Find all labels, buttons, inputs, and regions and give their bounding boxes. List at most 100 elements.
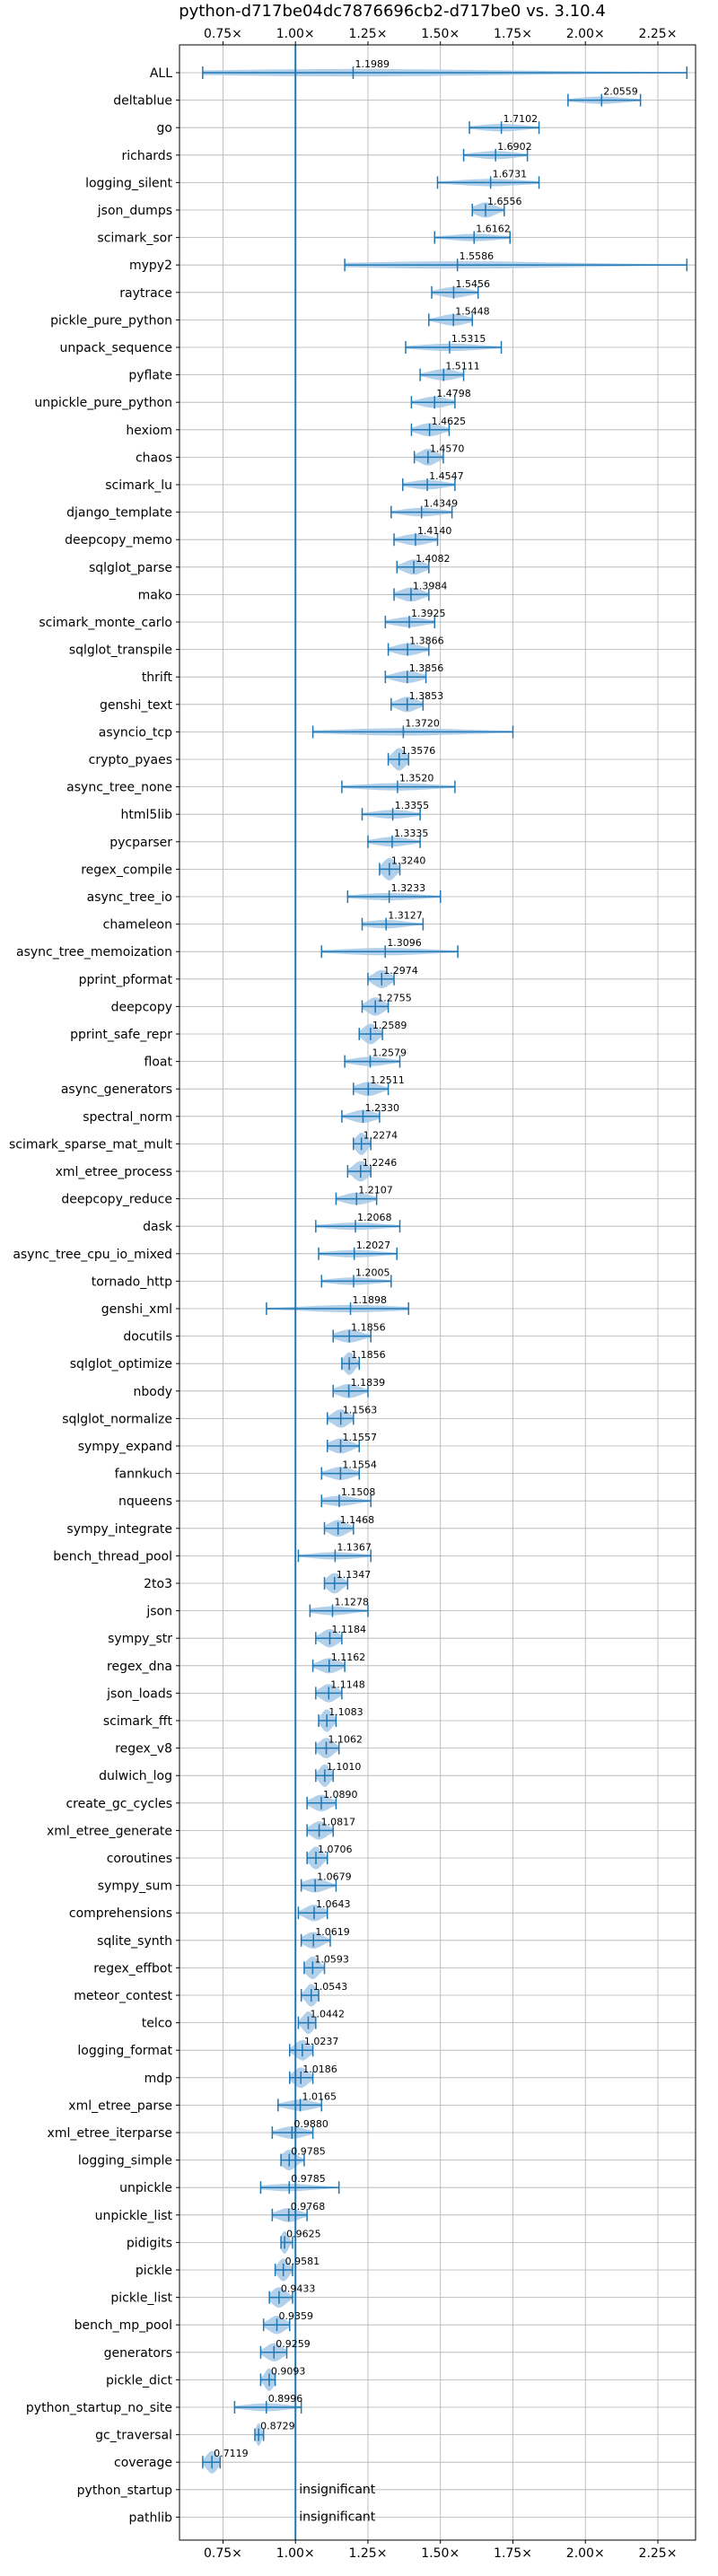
benchmark-label: html5lib xyxy=(121,808,173,822)
benchmark-label: pickle xyxy=(136,2264,172,2278)
benchmark-label: pickle_list xyxy=(110,2291,172,2306)
value-label: 1.3096 xyxy=(387,937,422,949)
value-label: 1.0543 xyxy=(313,1981,348,1993)
benchmark-label: pidigits xyxy=(127,2236,172,2250)
benchmark-label: scimark_sparse_mat_mult xyxy=(9,1137,172,1152)
benchmark-label: telco xyxy=(142,2017,172,2031)
value-label: 1.0237 xyxy=(304,2036,339,2047)
benchmark-label: python_startup_no_site xyxy=(26,2401,172,2415)
value-label: 1.6902 xyxy=(497,141,532,153)
value-label: 1.1856 xyxy=(351,1349,386,1361)
benchmark-label: logging_simple xyxy=(78,2154,172,2169)
plot-frame xyxy=(179,44,696,2541)
benchmark-label: logging_format xyxy=(77,2044,172,2058)
benchmark-label: thrift xyxy=(142,670,173,685)
value-label: 1.3240 xyxy=(391,854,426,866)
benchmark-label: float xyxy=(144,1056,173,1070)
value-label: 1.2107 xyxy=(358,1185,393,1196)
benchmark-label: sqlite_synth xyxy=(97,1934,172,1949)
benchmark-label: gc_traversal xyxy=(95,2429,172,2443)
x-tick-label-bottom: 1.75× xyxy=(494,2546,532,2561)
value-label: 1.4547 xyxy=(429,470,464,482)
value-label: 1.1162 xyxy=(331,1652,366,1663)
value-label: 0.9433 xyxy=(281,2283,316,2295)
value-label: 0.9785 xyxy=(291,2173,326,2185)
x-tick-label-bottom: 0.75× xyxy=(204,2546,242,2561)
chart-title: python-d717be04dc7876696cb2-d717be0 vs. … xyxy=(179,2,606,21)
value-label: 1.2974 xyxy=(383,965,418,977)
value-label: 0.7119 xyxy=(214,2448,248,2459)
value-label: 1.4140 xyxy=(417,525,452,537)
value-label: 1.2579 xyxy=(372,1047,407,1059)
value-label: 0.9581 xyxy=(285,2256,320,2267)
insignificant-label: insignificant xyxy=(299,2483,376,2497)
value-label: 1.6556 xyxy=(487,196,522,207)
x-tick-label-top: 2.00× xyxy=(566,27,605,41)
value-label: 1.0186 xyxy=(302,2063,337,2075)
benchmark-label: scimark_sor xyxy=(97,232,172,246)
benchmark-label: create_gc_cycles xyxy=(66,1797,172,1811)
benchmark-label: nbody xyxy=(134,1385,173,1399)
value-label: 2.0559 xyxy=(603,86,638,98)
value-label: 1.7102 xyxy=(503,113,538,125)
benchmark-label: go xyxy=(157,121,172,136)
value-label: 1.0619 xyxy=(315,1926,350,1938)
value-label: 1.4625 xyxy=(432,416,467,427)
benchmark-label: deltablue xyxy=(113,94,172,109)
value-label: 1.4570 xyxy=(430,442,464,454)
value-label: 1.2246 xyxy=(363,1157,398,1169)
benchmark-label: generators xyxy=(104,2346,172,2361)
value-label: 1.6162 xyxy=(476,223,511,235)
benchmark-label: pyflate xyxy=(128,369,172,383)
value-label: 1.0817 xyxy=(321,1816,356,1827)
benchmark-labels: ALL deltablue go richards logging_silentjson… xyxy=(9,66,173,2525)
value-label: 1.3335 xyxy=(394,828,429,839)
benchmark-label: richards xyxy=(122,149,173,163)
benchmark-label: json xyxy=(145,1605,172,1619)
benchmark-label: chaos xyxy=(136,451,172,465)
value-label: 1.0643 xyxy=(316,1898,351,1910)
benchmark-label: deepcopy_memo xyxy=(65,533,172,548)
whiskers xyxy=(202,66,688,2469)
benchmark-label: raytrace xyxy=(119,286,172,301)
benchmark-label: sympy_sum xyxy=(98,1879,172,1894)
benchmark-label: unpickle_pure_python xyxy=(34,396,172,410)
benchmark-label: mypy2 xyxy=(129,258,172,273)
value-label: 1.0593 xyxy=(314,1953,349,1965)
benchmark-label: xml_etree_iterparse xyxy=(48,2126,172,2141)
benchmark-label: unpickle xyxy=(119,2181,172,2195)
value-label: 1.0890 xyxy=(323,1789,358,1801)
benchmark-label: regex_v8 xyxy=(115,1742,172,1757)
value-label: 1.3720 xyxy=(405,717,440,729)
benchmark-label: nqueens xyxy=(118,1494,172,1509)
value-label: 0.9785 xyxy=(291,2146,326,2158)
x-tick-label-top: 1.75× xyxy=(494,27,532,41)
x-tick-label-bottom: 1.00× xyxy=(276,2546,315,2561)
benchmark-label: pprint_safe_repr xyxy=(70,1028,172,1042)
value-label: 0.9093 xyxy=(271,2365,306,2377)
benchmark-label: ALL xyxy=(150,66,172,81)
benchmark-label: pickle_pure_python xyxy=(50,313,172,328)
benchmark-label: tornado_http xyxy=(92,1275,172,1289)
benchmark-label: sqlglot_transpile xyxy=(69,644,172,658)
benchmark-label: bench_mp_pool xyxy=(74,2318,172,2333)
benchmark-label: scimark_lu xyxy=(105,478,172,493)
benchmark-label: comprehensions xyxy=(69,1906,172,1921)
benchmark-label: json_loads xyxy=(106,1687,172,1701)
benchmark-label: genshi_text xyxy=(100,698,173,713)
value-label: 1.1508 xyxy=(341,1486,376,1498)
value-label: 1.2068 xyxy=(357,1212,392,1223)
benchmark-label: chameleon xyxy=(103,918,172,933)
value-label: 1.3866 xyxy=(409,635,444,647)
value-label: 1.5586 xyxy=(460,250,495,262)
value-label: 1.1010 xyxy=(327,1761,362,1773)
value-label: 1.3233 xyxy=(391,882,426,894)
benchmark-label: mako xyxy=(138,588,172,602)
value-label: 1.3127 xyxy=(388,910,423,922)
benchmark-label: asyncio_tcp xyxy=(99,725,172,740)
x-ticks: 0.75× 0.75× 1.00× 1.00× 1.25× 1.25× 1.50× 1.50×… xyxy=(176,27,677,2561)
value-label: 1.5315 xyxy=(451,333,486,345)
value-label: 1.1278 xyxy=(334,1597,369,1608)
value-label: 1.1062 xyxy=(328,1734,363,1746)
